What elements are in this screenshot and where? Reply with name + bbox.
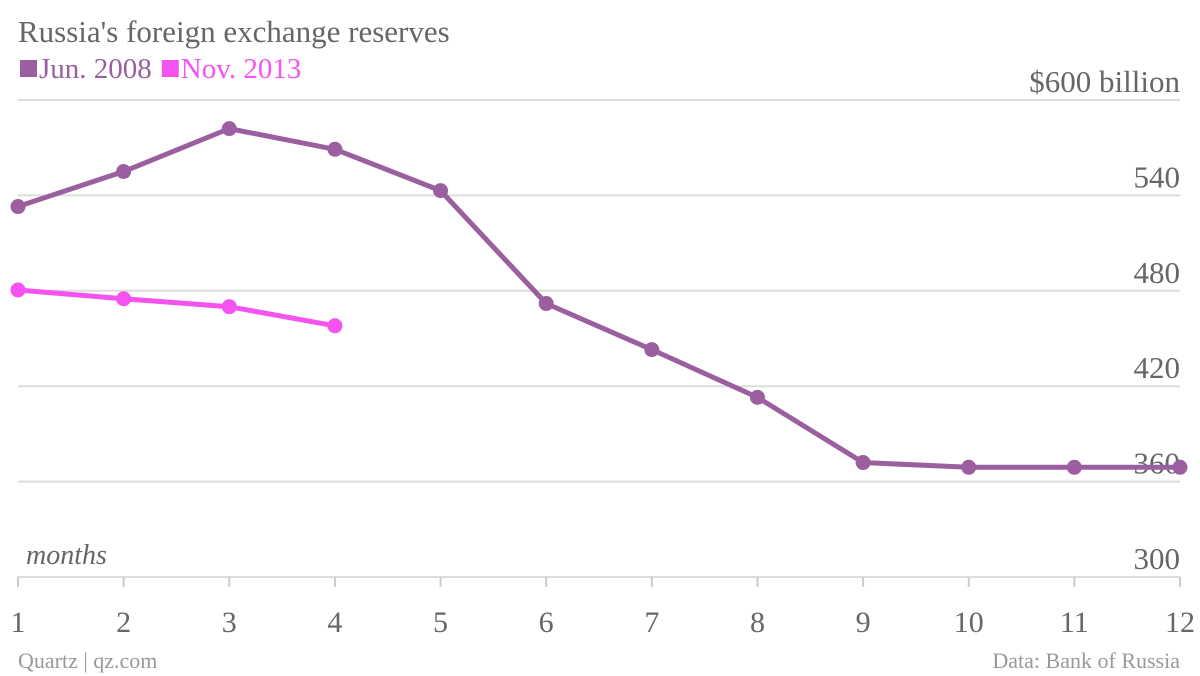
credit: Quartz | qz.com	[18, 648, 157, 673]
legend-label: Nov. 2013	[181, 53, 302, 85]
data-point	[10, 282, 26, 298]
x-axis-label: months	[26, 540, 107, 571]
data-point	[433, 183, 449, 199]
data-point	[327, 141, 343, 157]
y-tick-label: $600 billion	[1029, 64, 1180, 99]
data-point	[749, 389, 765, 405]
legend-label: Jun. 2008	[39, 53, 152, 85]
x-tick-label: 9	[856, 606, 871, 639]
data-point	[10, 199, 26, 215]
x-tick-label: 8	[750, 606, 765, 639]
data-point	[221, 121, 237, 137]
x-tick-label: 1	[11, 606, 26, 639]
x-tick-label: 3	[222, 606, 237, 639]
x-tick-label: 4	[327, 606, 342, 639]
data-point	[1172, 459, 1188, 475]
chart-title: Russia's foreign exchange reserves	[18, 14, 450, 49]
source: Data: Bank of Russia	[992, 648, 1180, 673]
x-tick-label: 12	[1165, 606, 1195, 639]
y-tick-label: 480	[1134, 255, 1181, 290]
y-tick-label: 420	[1134, 350, 1181, 385]
data-point	[538, 296, 554, 312]
y-tick-label: 540	[1134, 159, 1181, 194]
data-point	[1066, 459, 1082, 475]
data-point	[116, 164, 132, 180]
legend-swatch	[20, 60, 37, 77]
x-tick-label: 5	[433, 606, 448, 639]
x-tick-label: 7	[644, 606, 659, 639]
data-point	[961, 459, 977, 475]
data-point	[855, 455, 871, 471]
x-tick-label: 11	[1060, 606, 1089, 639]
x-tick-label: 2	[116, 606, 131, 639]
data-point	[221, 299, 237, 315]
y-tick-label: 360	[1134, 446, 1181, 481]
series-line	[17, 126, 1180, 470]
legend-swatch	[161, 60, 179, 77]
series-line	[17, 287, 336, 329]
data-point	[327, 318, 343, 334]
x-tick-label: 6	[539, 606, 554, 639]
data-point	[116, 291, 132, 307]
y-tick-label: 300	[1134, 541, 1181, 576]
x-tick-label: 10	[954, 606, 984, 639]
data-point	[644, 342, 660, 358]
